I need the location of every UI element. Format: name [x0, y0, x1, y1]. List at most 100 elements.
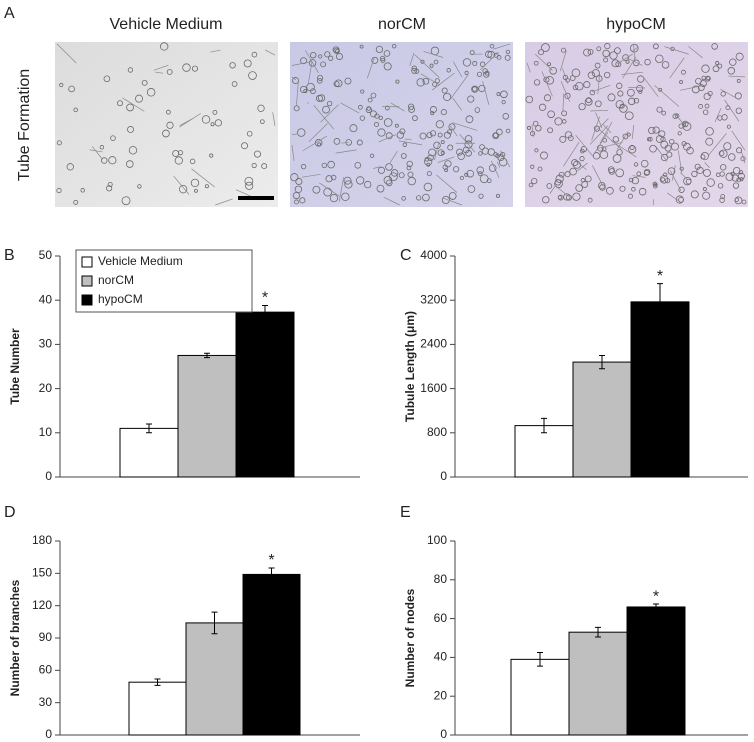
tube: [589, 125, 609, 145]
y-tick-label: 0: [440, 727, 447, 741]
cell: [592, 152, 601, 160]
scale-bar: [238, 196, 274, 200]
cell: [533, 60, 539, 66]
tube: [210, 49, 221, 53]
cell: [385, 163, 393, 171]
cell: [698, 104, 704, 109]
legend-label: norCM: [98, 273, 134, 287]
cell: [408, 106, 415, 113]
cell: [402, 142, 408, 147]
tube: [493, 43, 511, 50]
tube: [628, 86, 646, 89]
cell: [328, 55, 334, 61]
tube: [89, 149, 103, 153]
cell: [110, 135, 116, 141]
cell: [549, 66, 558, 75]
legend-box: [75, 249, 253, 313]
cell: [715, 172, 721, 177]
cell: [447, 144, 454, 151]
cell: [317, 74, 324, 81]
cell: [212, 109, 218, 115]
cell: [414, 68, 420, 74]
tube: [373, 166, 381, 169]
cell: [717, 115, 723, 121]
cell: [464, 135, 473, 143]
cell: [315, 94, 323, 102]
cell: [587, 71, 596, 79]
tube: [308, 123, 328, 143]
cell: [126, 160, 134, 168]
cell: [720, 164, 727, 171]
micrograph: [290, 42, 513, 207]
cell: [395, 79, 400, 84]
cell: [532, 120, 539, 127]
tube: [56, 43, 77, 64]
cell: [426, 132, 433, 139]
cell: [426, 171, 432, 177]
cell: [364, 180, 372, 189]
cell: [137, 184, 142, 189]
cell: [189, 158, 196, 165]
y-tick-label: 0: [440, 469, 447, 483]
cell: [383, 118, 393, 127]
tube: [338, 177, 345, 202]
cell: [106, 185, 113, 192]
cell: [627, 193, 633, 199]
cell: [535, 124, 542, 132]
cell: [734, 196, 743, 205]
tube: [452, 61, 463, 78]
cell: [691, 85, 700, 94]
cell: [467, 185, 476, 193]
cell: [624, 111, 634, 121]
cell: [715, 61, 720, 66]
tube: [153, 64, 169, 71]
cell: [638, 187, 647, 196]
tube: [449, 74, 469, 100]
cell: [596, 46, 602, 52]
cell: [295, 177, 303, 185]
cell: [580, 178, 586, 183]
cell: [429, 130, 437, 137]
y-tick-label: 60: [39, 663, 53, 677]
cell: [496, 92, 501, 97]
cell: [193, 188, 198, 193]
y-axis-label: Number of nodes: [403, 588, 417, 687]
tube: [574, 160, 587, 170]
image-title: norCM: [378, 16, 426, 33]
tube: [632, 175, 646, 178]
tube: [563, 142, 580, 167]
cell: [547, 110, 555, 119]
tube: [577, 162, 588, 172]
cell: [585, 97, 592, 104]
cell: [292, 77, 299, 84]
cell: [59, 82, 64, 88]
cell: [416, 195, 422, 201]
cell: [379, 55, 386, 62]
cells: [56, 42, 747, 206]
cell: [653, 43, 659, 50]
cell: [718, 150, 725, 157]
tube: [154, 71, 164, 74]
cell: [705, 137, 714, 146]
cell: [440, 109, 447, 116]
cell: [525, 95, 534, 104]
legend-label: Vehicle Medium: [98, 254, 183, 268]
error-bar: [268, 567, 275, 582]
cell: [422, 77, 430, 85]
bar: [119, 427, 179, 478]
cell: [327, 160, 335, 169]
y-tick-label: 150: [32, 566, 52, 580]
cell: [479, 61, 486, 67]
cell: [706, 178, 715, 187]
tube: [627, 57, 643, 66]
tube: [598, 129, 622, 150]
cell: [299, 197, 306, 204]
cell: [500, 90, 508, 99]
tube: [631, 47, 638, 52]
cell: [126, 103, 134, 112]
y-tick-label: 4000: [420, 248, 447, 262]
cell: [487, 148, 495, 156]
cell: [497, 154, 505, 162]
cell: [707, 90, 713, 97]
cell: [612, 154, 622, 163]
